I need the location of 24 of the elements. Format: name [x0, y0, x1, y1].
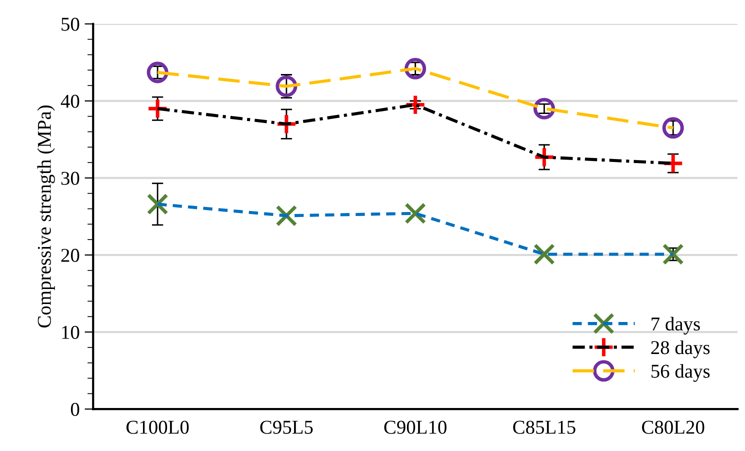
- y-tick-label: 30: [61, 172, 80, 185]
- point: [662, 243, 684, 265]
- point: [146, 62, 168, 84]
- point: [662, 117, 684, 139]
- point: [404, 202, 426, 224]
- legend-label: 56 days: [652, 364, 710, 382]
- point: [276, 76, 298, 98]
- point: [533, 98, 555, 120]
- point: [533, 243, 555, 265]
- y-tick-label: 10: [62, 326, 80, 339]
- point: [146, 193, 168, 215]
- y-axis-title: Compressive strength (MPa): [37, 106, 55, 328]
- legend-label: 7 days: [652, 316, 700, 335]
- y-tick-label: 0: [70, 402, 80, 416]
- x-tick-label: C100L0: [126, 420, 189, 434]
- x-tick-label: C95L5: [260, 420, 313, 434]
- point: [404, 58, 426, 80]
- y-tick-label: 40: [60, 94, 80, 108]
- x-tick-label: C90L10: [384, 420, 446, 434]
- y-tick-label: 20: [61, 248, 80, 262]
- legend-label: 28 days: [651, 340, 710, 358]
- x-tick-label: C85L15: [513, 420, 576, 434]
- y-tick-label: 50: [62, 18, 80, 31]
- x-tick-label: C80L20: [642, 420, 704, 434]
